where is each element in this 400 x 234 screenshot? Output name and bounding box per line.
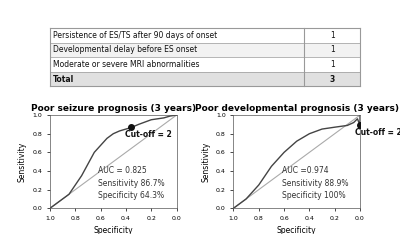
Bar	[50, 72, 360, 86]
Text: Cut-off = 2: Cut-off = 2	[125, 130, 172, 139]
Text: Total: Total	[53, 75, 74, 84]
Y-axis label: Sensitivity: Sensitivity	[18, 142, 27, 182]
Y-axis label: Sensitivity: Sensitivity	[201, 142, 210, 182]
Text: Developmental delay before ES onset: Developmental delay before ES onset	[53, 45, 197, 55]
X-axis label: Specificity: Specificity	[277, 227, 316, 234]
Bar	[50, 57, 360, 72]
X-axis label: Specificity: Specificity	[94, 227, 133, 234]
Text: 3: 3	[330, 75, 335, 84]
Text: AUC = 0.825
Sensitivity 86.7%
Specificity 64.3%: AUC = 0.825 Sensitivity 86.7% Specificit…	[98, 166, 165, 200]
Title: Poor seizure prognosis (3 years): Poor seizure prognosis (3 years)	[31, 104, 196, 113]
Text: Moderate or severe MRI abnormalities: Moderate or severe MRI abnormalities	[53, 60, 200, 69]
Text: 1: 1	[330, 45, 334, 55]
Bar	[50, 43, 360, 57]
Text: AUC =0.974
Sensitivity 88.9%
Specificity 100%: AUC =0.974 Sensitivity 88.9% Specificity…	[282, 166, 348, 200]
Text: Cut-off = 2: Cut-off = 2	[355, 128, 400, 137]
Text: 1: 1	[330, 60, 334, 69]
Bar	[50, 28, 360, 43]
Title: Poor developmental prognosis (3 years): Poor developmental prognosis (3 years)	[195, 104, 399, 113]
Text: Persistence of ES/TS after 90 days of onset: Persistence of ES/TS after 90 days of on…	[53, 31, 217, 40]
Text: 1: 1	[330, 31, 334, 40]
